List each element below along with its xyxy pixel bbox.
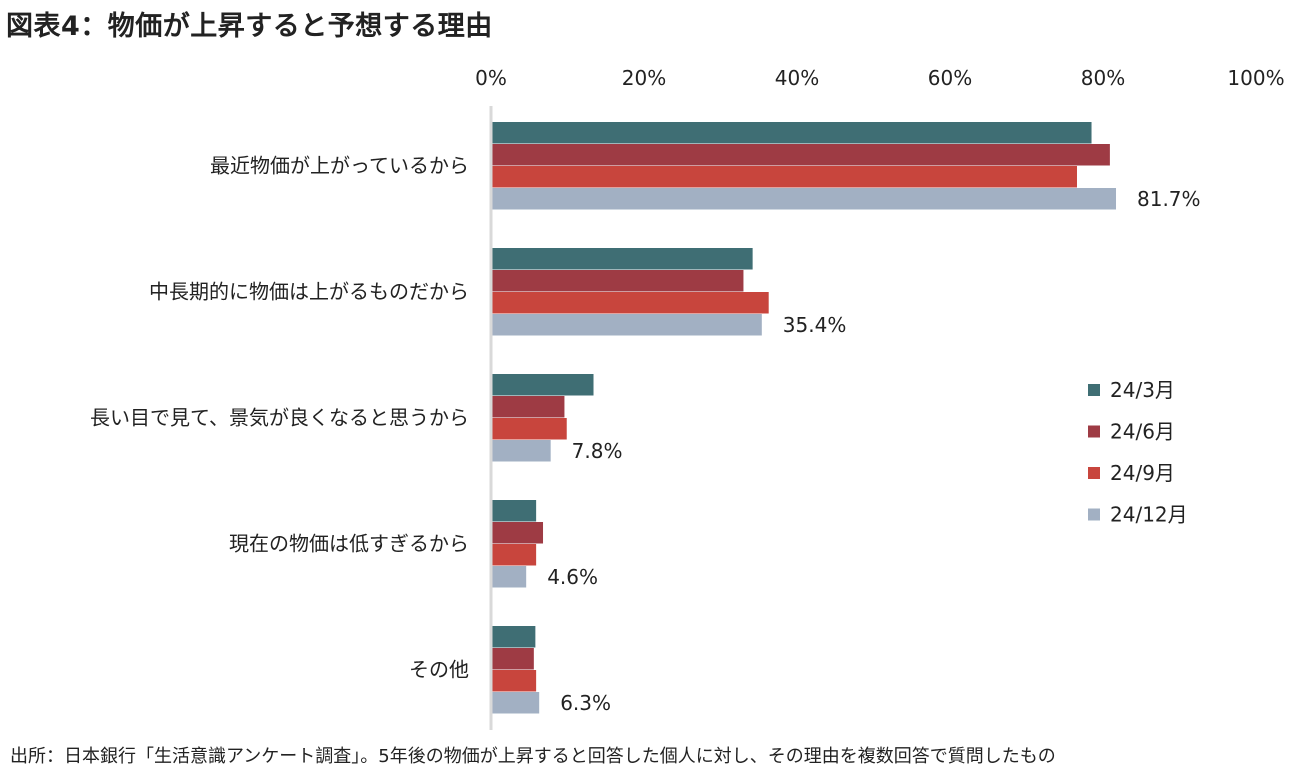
x-tick-label: 100% xyxy=(1227,66,1284,90)
bar-4-3 xyxy=(491,440,551,462)
bar-1-3 xyxy=(491,374,594,396)
bar-3-5 xyxy=(491,670,537,692)
legend-swatch xyxy=(1088,467,1100,479)
x-tick-label: 40% xyxy=(775,66,819,90)
category-label: その他 xyxy=(409,658,469,682)
data-labels: 81.7% 35.4% 7.8% 4.6% 6.3% xyxy=(547,187,1200,715)
category-label: 現在の物価は低すぎるから xyxy=(229,532,469,556)
bar-1-2 xyxy=(491,248,753,270)
bar-4-4 xyxy=(491,566,527,588)
source-note: 出所：日本銀行「生活意識アンケート調査」。5年後の物価が上昇すると回答した個人に… xyxy=(10,746,1056,767)
data-label: 81.7% xyxy=(1137,187,1201,211)
legend-swatch xyxy=(1088,508,1100,521)
bar-2-2 xyxy=(491,270,744,292)
bar-2-5 xyxy=(491,648,534,670)
bar-chart: 0% 20% 40% 60% 80% 100% 最近物価が上がっているから中長期的に物価は… xyxy=(90,66,1285,730)
bar-4-2 xyxy=(491,314,762,336)
category-labels: 最近物価が上がっているから中長期的に物価は上がるものだから長い目で見て、景気が良… xyxy=(90,154,469,682)
bar-2-1 xyxy=(491,144,1110,166)
x-tick-label: 60% xyxy=(928,66,972,90)
data-label: 35.4% xyxy=(783,313,847,337)
data-label: 6.3% xyxy=(560,691,611,715)
x-tick-label: 20% xyxy=(622,66,666,90)
legend-swatch xyxy=(1088,425,1100,438)
bar-3-2 xyxy=(491,292,769,314)
bar-3-4 xyxy=(491,544,537,566)
bar-1-1 xyxy=(491,122,1092,144)
legend-label: 24/12月 xyxy=(1110,503,1188,527)
bar-3-1 xyxy=(491,166,1077,188)
x-tick-label: 80% xyxy=(1081,66,1125,90)
legend-label: 24/9月 xyxy=(1110,461,1175,485)
category-label: 中長期的に物価は上がるものだから xyxy=(149,280,469,304)
legend-swatch xyxy=(1088,384,1100,396)
bar-2-4 xyxy=(491,522,544,544)
bars xyxy=(491,122,1117,714)
data-label: 7.8% xyxy=(572,439,623,463)
legend-label: 24/3月 xyxy=(1110,378,1175,402)
chart-title: 図表4：物価が上昇すると予想する理由 xyxy=(6,11,493,42)
category-label: 長い目で見て、景気が良くなると思うから xyxy=(90,406,469,430)
x-axis-ticks: 0% 20% 40% 60% 80% 100% xyxy=(475,66,1284,90)
legend-label: 24/6月 xyxy=(1110,420,1175,444)
bar-4-1 xyxy=(491,188,1117,210)
legend: 24/3月 24/6月 24/9月 24/12月 xyxy=(1088,378,1188,527)
category-label: 最近物価が上がっているから xyxy=(210,154,469,178)
bar-1-4 xyxy=(491,500,537,522)
data-label: 4.6% xyxy=(547,565,598,589)
bar-1-5 xyxy=(491,626,536,648)
bar-4-5 xyxy=(491,692,540,714)
bar-3-3 xyxy=(491,418,567,440)
x-tick-label: 0% xyxy=(475,66,507,90)
bar-2-3 xyxy=(491,396,565,418)
